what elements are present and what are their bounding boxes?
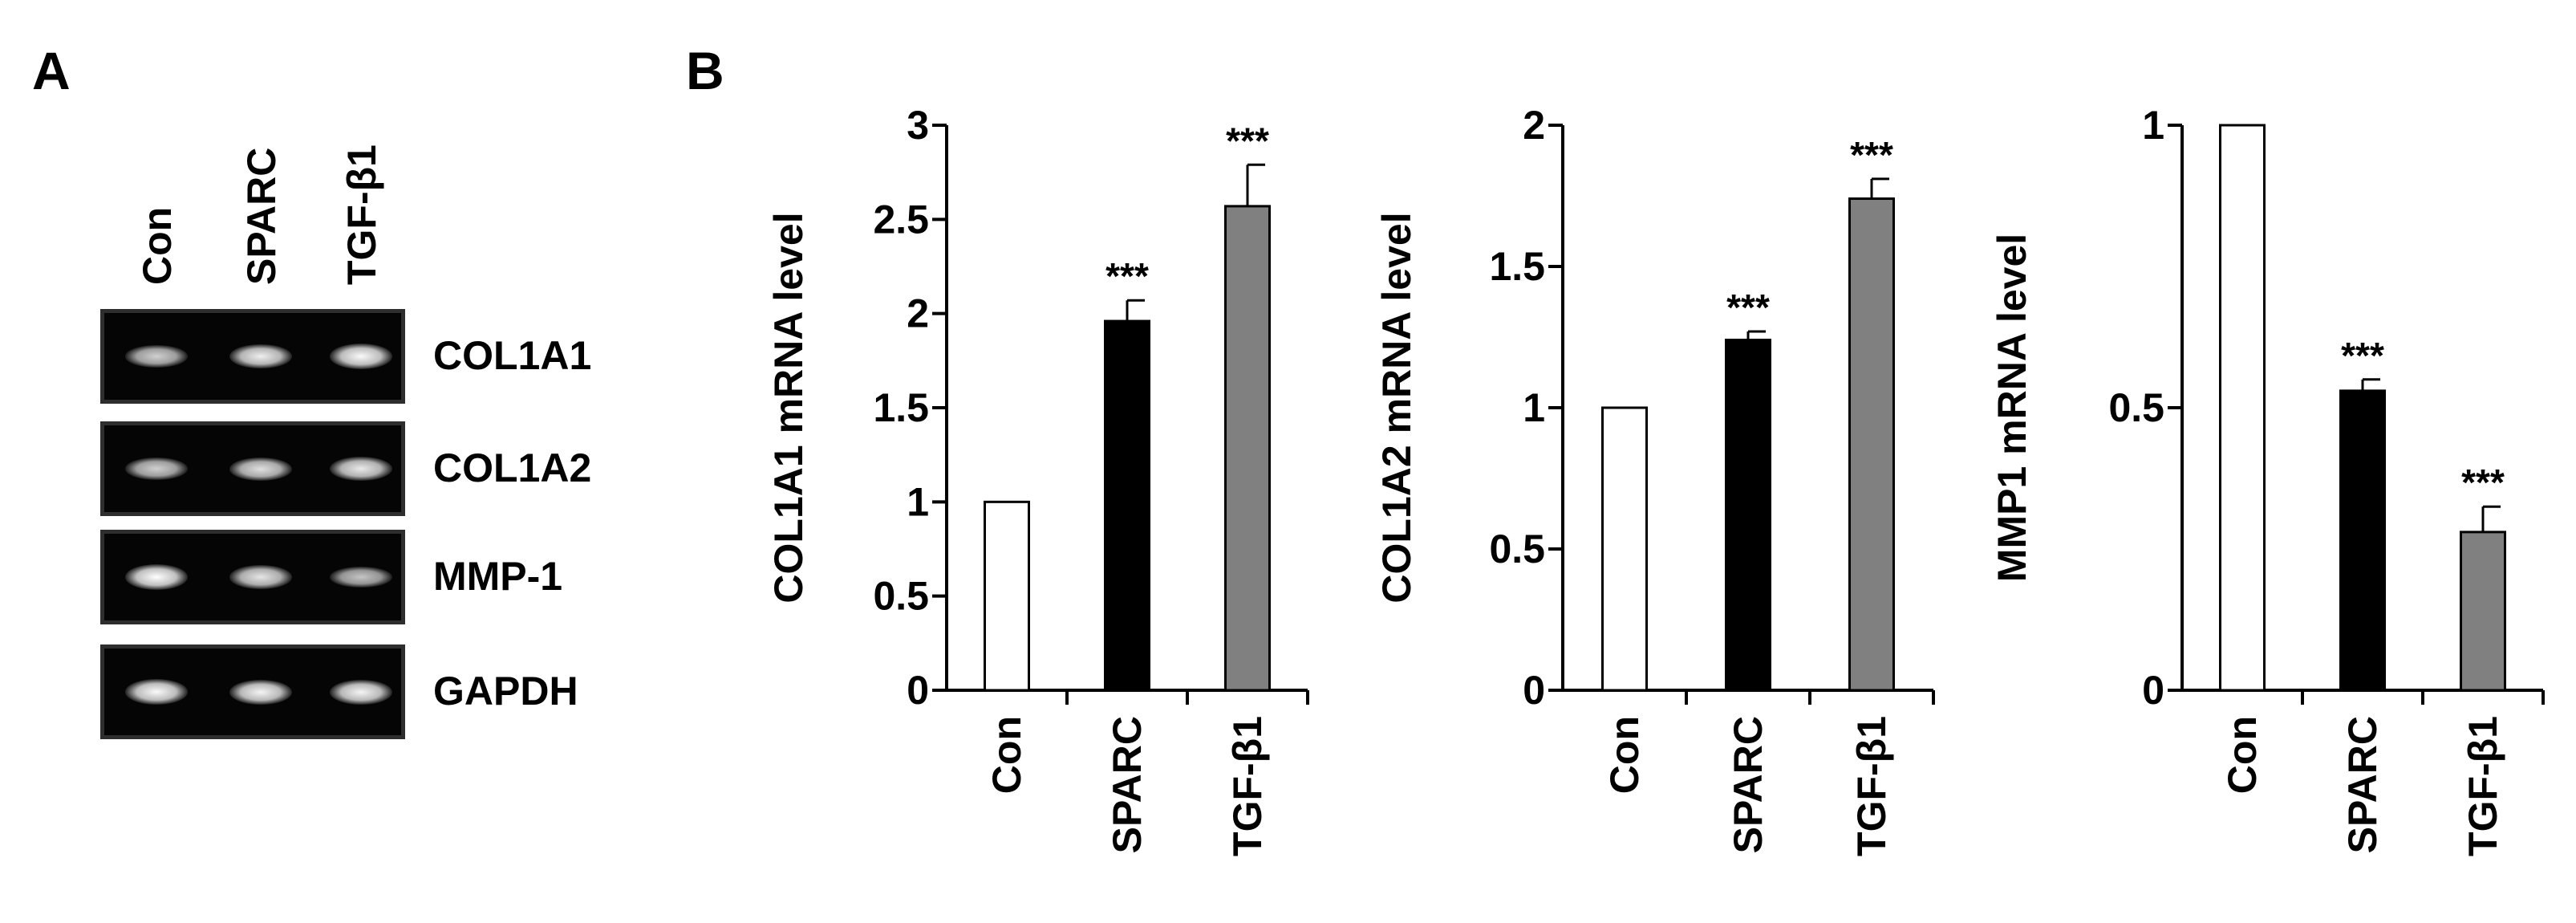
- x-category-label: Con: [1602, 716, 1647, 794]
- gel-band: [229, 344, 292, 369]
- gel-band: [330, 566, 392, 588]
- y-tick-label: 0.5: [1489, 527, 1545, 571]
- significance-label: ***: [1226, 120, 1269, 161]
- gene-label: GAPDH: [433, 669, 578, 714]
- panel-b-label: B: [686, 41, 724, 100]
- y-axis-title: COL1A2 mRNA level: [1374, 212, 1419, 603]
- y-tick-label: 2: [907, 291, 929, 336]
- y-tick-label: 0: [1523, 668, 1545, 713]
- y-axis-title: COL1A1 mRNA level: [766, 212, 811, 603]
- x-category-label: Con: [984, 716, 1029, 794]
- y-axis-title: MMP1 mRNA level: [1990, 234, 2034, 582]
- y-tick-label: 0: [907, 668, 929, 713]
- y-tick-label: 3: [907, 103, 929, 148]
- gene-label: COL1A2: [433, 445, 592, 490]
- significance-label: ***: [1726, 287, 1770, 328]
- gene-label: COL1A1: [433, 333, 592, 378]
- gel-strip: [100, 421, 405, 516]
- gene-label: MMP-1: [433, 554, 563, 599]
- significance-label: ***: [1105, 255, 1149, 297]
- y-tick-label: 1.5: [873, 385, 929, 430]
- bar: [1104, 319, 1150, 692]
- y-tick-label: 0: [2142, 668, 2164, 713]
- gel-band: [125, 679, 188, 705]
- gel-strip: [100, 644, 405, 739]
- y-tick-label: 0.5: [873, 574, 929, 619]
- gel-band: [229, 457, 292, 481]
- gel-band: [125, 457, 188, 480]
- bar: [1848, 197, 1895, 692]
- gel-band: [229, 565, 292, 589]
- y-tick-label: 2: [1523, 103, 1545, 148]
- gel-strip: [100, 530, 405, 624]
- x-category-label: TGF-β1: [1849, 716, 1894, 856]
- bar: [2219, 124, 2266, 692]
- gel-strip: [100, 309, 405, 404]
- x-category-label: SPARC: [1105, 716, 1150, 853]
- gel-band: [330, 344, 392, 369]
- gel-band: [330, 457, 392, 481]
- gel-band: [125, 345, 188, 368]
- significance-label: ***: [1850, 134, 1893, 176]
- x-category-label: TGF-β1: [1225, 716, 1270, 856]
- bar: [2460, 531, 2506, 692]
- y-tick-label: 2.5: [873, 197, 929, 242]
- x-category-label: SPARC: [2340, 716, 2385, 853]
- y-tick-label: 0.5: [2108, 385, 2164, 430]
- panel-a-label: A: [32, 41, 71, 100]
- bar: [1601, 406, 1648, 692]
- significance-label: ***: [2341, 335, 2384, 376]
- gel-band: [229, 679, 292, 705]
- gel-band: [125, 564, 188, 590]
- bar: [2339, 389, 2386, 692]
- x-category-label: SPARC: [1726, 716, 1771, 853]
- x-category-label: Con: [2220, 716, 2265, 794]
- bar: [1224, 205, 1271, 692]
- significance-label: ***: [2461, 462, 2505, 503]
- bar: [1725, 339, 1771, 692]
- y-tick-label: 1: [1523, 385, 1545, 430]
- gel-band: [330, 679, 392, 705]
- y-tick-label: 1.5: [1489, 244, 1545, 289]
- bar: [984, 500, 1030, 692]
- x-category-label: TGF-β1: [2460, 716, 2505, 856]
- y-tick-label: 1: [2142, 103, 2164, 148]
- y-tick-label: 1: [907, 479, 929, 524]
